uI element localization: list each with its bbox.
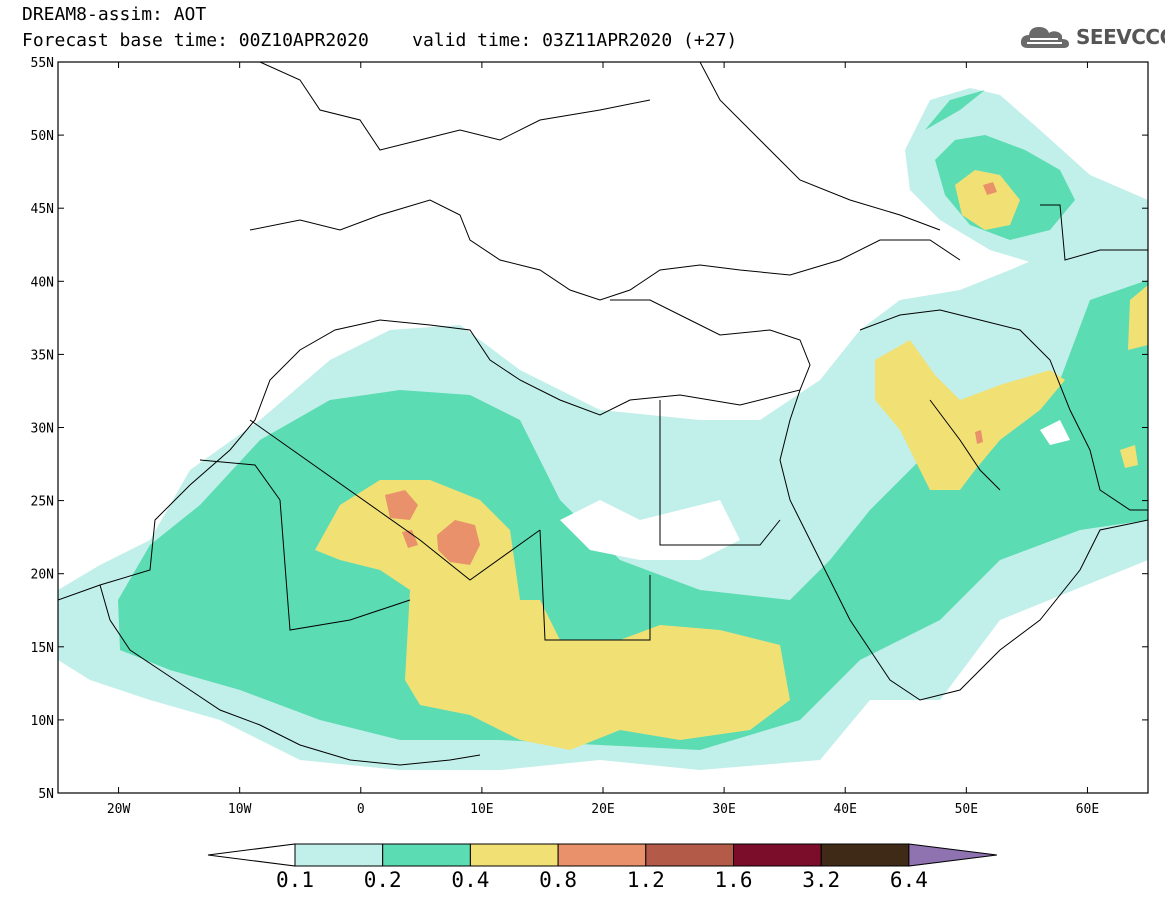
- colorbar-segment: [382, 843, 471, 867]
- lon-tick-label: 10E: [470, 802, 493, 817]
- colorbar-label: 1.6: [714, 868, 753, 892]
- colorbar-label: 1.2: [626, 868, 665, 892]
- colorbar-label: 0.1: [276, 868, 314, 892]
- colorbar-segment: [557, 843, 647, 867]
- lat-axis: 55N 50N 45N 40N 35N 30N 25N 20N 15N 10N 5N: [31, 56, 1148, 802]
- colorbar-segment: [733, 843, 822, 867]
- map-title: DREAM8-assim: AOT: [22, 4, 207, 25]
- aot-contours: [58, 88, 1148, 770]
- lat-tick-label: 25N: [31, 495, 54, 510]
- lon-axis: 20W 10W 0 10E 20E 30E 40E 50E 60E: [107, 62, 1099, 817]
- colorbar-segment: [645, 843, 734, 867]
- lon-tick-label: 20E: [591, 802, 614, 817]
- colorbar-label: 0.8: [539, 868, 578, 892]
- lat-tick-label: 5N: [38, 787, 54, 802]
- colorbar-segment: [820, 843, 910, 867]
- lon-tick-label: 10W: [228, 802, 252, 817]
- lat-tick-label: 35N: [31, 348, 54, 363]
- lat-tick-label: 55N: [31, 56, 54, 71]
- lon-tick-label: 0: [357, 802, 365, 817]
- colorbar-label: 0.4: [451, 868, 490, 892]
- colorbar: [207, 843, 997, 867]
- lat-tick-label: 50N: [31, 129, 54, 144]
- aot-level-0.8: [385, 182, 997, 565]
- forecast-times: Forecast base time: 00Z10APR2020 valid t…: [22, 30, 738, 51]
- colorbar-labels: 0.1 0.2 0.4 0.8 1.2 1.6 3.2 6.4: [0, 868, 1165, 898]
- lon-tick-label: 30E: [712, 802, 735, 817]
- lon-tick-label: 20W: [107, 802, 131, 817]
- colorbar-label: 0.2: [363, 868, 402, 892]
- aot-level-0.4: [315, 170, 1148, 750]
- colorbar-segment: [294, 843, 384, 867]
- lon-tick-label: 60E: [1076, 802, 1099, 817]
- coastlines: [58, 62, 1148, 766]
- cloud-icon: [1020, 27, 1069, 48]
- colorbar-label: 3.2: [802, 868, 841, 892]
- lon-tick-label: 50E: [955, 802, 978, 817]
- seevccc-logo: SEEVCCC: [1018, 22, 1165, 52]
- lat-tick-label: 10N: [31, 714, 54, 729]
- lat-tick-label: 20N: [31, 568, 54, 583]
- colorbar-label: 6.4: [889, 868, 928, 892]
- lon-tick-label: 40E: [833, 802, 856, 817]
- lat-tick-label: 30N: [31, 422, 54, 437]
- colorbar-over-triangle: [908, 843, 997, 867]
- colorbar-under-triangle: [207, 843, 296, 867]
- lat-tick-label: 15N: [31, 641, 54, 656]
- logo-text: SEEVCCC: [1076, 25, 1165, 49]
- lat-tick-label: 40N: [31, 275, 54, 290]
- colorbar-segment: [469, 843, 559, 867]
- lat-tick-label: 45N: [31, 202, 54, 217]
